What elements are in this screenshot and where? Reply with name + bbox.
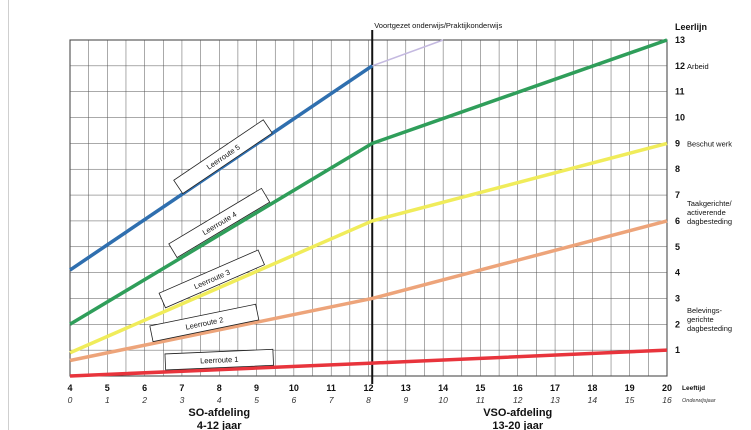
route-label-box bbox=[149, 303, 260, 343]
section-sublabel: 13-20 jaar bbox=[492, 420, 543, 430]
route-label-box bbox=[158, 249, 266, 309]
y-tick-label: 13 bbox=[675, 35, 685, 45]
x-tick-label-secondary: 6 bbox=[292, 395, 297, 405]
x-tick-label-secondary: 4 bbox=[217, 395, 222, 405]
route-label-2: Leerroute 2 bbox=[149, 303, 260, 343]
x-tick-label: 4 bbox=[67, 383, 72, 393]
x-tick-label: 17 bbox=[550, 383, 560, 393]
x-tick-label-secondary: 9 bbox=[403, 395, 408, 405]
x-tick-label: 13 bbox=[401, 383, 411, 393]
y-tick-label: 5 bbox=[675, 242, 680, 252]
y-annotation: Taakgerichte/ bbox=[687, 199, 733, 208]
x-tick-label: 18 bbox=[587, 383, 597, 393]
x-tick-label: 5 bbox=[105, 383, 110, 393]
x-tick-label-secondary: 0 bbox=[68, 395, 73, 405]
x-tick-label-secondary: 12 bbox=[513, 395, 523, 405]
route-label-text: Leerroute 1 bbox=[200, 355, 239, 366]
x-tick-label-secondary: 8 bbox=[366, 395, 371, 405]
x-tick-label: 9 bbox=[254, 383, 259, 393]
y-tick-label: 3 bbox=[675, 293, 680, 303]
section-sublabel: 4-12 jaar bbox=[197, 420, 242, 430]
section-label: SO-afdeling bbox=[188, 407, 250, 419]
x-tick-label-secondary: 14 bbox=[588, 395, 598, 405]
route-label-box bbox=[168, 187, 271, 259]
x-tick-label-secondary: 1 bbox=[105, 395, 110, 405]
x-tick-label: 15 bbox=[475, 383, 485, 393]
x-tick-label-secondary: 3 bbox=[180, 395, 185, 405]
x-tick-label: 6 bbox=[142, 383, 147, 393]
leerroute-5-extension bbox=[371, 39, 444, 67]
series-line-leerroute-3 bbox=[69, 141, 668, 355]
y-annotation: dagbesteding bbox=[687, 217, 732, 226]
series-line-leerroute-2 bbox=[69, 219, 668, 363]
x-axis-label-secondary: Onderwijsjaar bbox=[682, 398, 717, 404]
window-left-border bbox=[8, 0, 9, 430]
y-annotation: dagbesteding bbox=[687, 324, 732, 333]
y-tick-label: 1 bbox=[675, 345, 680, 355]
x-tick-label-secondary: 13 bbox=[550, 395, 560, 405]
x-tick-label: 7 bbox=[179, 383, 184, 393]
y-tick-label: 12 bbox=[675, 61, 685, 71]
section-label: VSO-afdeling bbox=[483, 407, 552, 419]
y-annotation: activerende bbox=[687, 208, 726, 217]
x-tick-label-secondary: 11 bbox=[476, 395, 485, 405]
y-tick-label: 6 bbox=[675, 216, 680, 226]
x-tick-label: 11 bbox=[326, 383, 336, 393]
y-tick-label: 8 bbox=[675, 164, 680, 174]
y-tick-label: 4 bbox=[675, 268, 680, 278]
series-line-leerroute-4 bbox=[69, 38, 668, 326]
route-label-box bbox=[173, 119, 273, 195]
x-tick-label: 8 bbox=[217, 383, 222, 393]
route-label-box bbox=[164, 348, 274, 371]
y-annotation: gerichte bbox=[687, 315, 714, 324]
x-tick-label-secondary: 2 bbox=[141, 395, 147, 405]
x-tick-label-secondary: 16 bbox=[662, 395, 672, 405]
x-tick-label: 14 bbox=[438, 383, 448, 393]
series-line-leerroute-1 bbox=[69, 348, 668, 378]
x-tick-label: 16 bbox=[513, 383, 523, 393]
y-axis-label: Leerlijn bbox=[675, 22, 707, 32]
x-tick-label: 10 bbox=[289, 383, 299, 393]
y-annotation: Beschut werk bbox=[687, 139, 732, 148]
y-tick-label: 11 bbox=[675, 87, 685, 97]
y-annotation: Belevings- bbox=[687, 306, 723, 315]
x-tick-label: 19 bbox=[625, 383, 635, 393]
x-axis-label: Leeftijd bbox=[682, 385, 705, 392]
y-tick-label: 7 bbox=[675, 190, 680, 200]
y-annotation: Arbeid bbox=[687, 62, 709, 71]
y-tick-label: 2 bbox=[675, 319, 680, 329]
x-tick-label: 20 bbox=[662, 383, 672, 393]
route-label-1: Leerroute 1 bbox=[164, 348, 274, 371]
x-tick-label-secondary: 5 bbox=[254, 395, 259, 405]
x-tick-label: 12 bbox=[363, 383, 373, 393]
chart-title: Voortgezet onderwijs/Praktijkonderwijs bbox=[374, 21, 502, 30]
y-tick-label: 9 bbox=[675, 138, 680, 148]
y-tick-label: 10 bbox=[675, 113, 685, 123]
x-tick-label-secondary: 7 bbox=[329, 395, 334, 405]
x-tick-label-secondary: 10 bbox=[438, 395, 448, 405]
x-tick-label-secondary: 15 bbox=[625, 395, 635, 405]
